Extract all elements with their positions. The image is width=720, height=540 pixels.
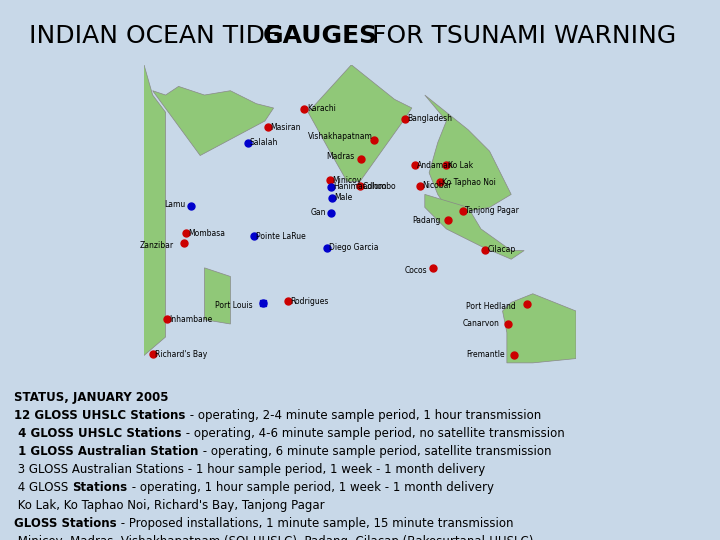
Text: Canarvon: Canarvon <box>462 319 499 328</box>
Text: 4 GLOSS UHSLC Stations: 4 GLOSS UHSLC Stations <box>14 427 182 440</box>
Text: Lamu: Lamu <box>164 200 186 210</box>
Text: - operating, 1 hour sample period, 1 week - 1 month delivery: - operating, 1 hour sample period, 1 wee… <box>127 481 493 494</box>
Text: Masiran: Masiran <box>271 123 301 132</box>
Text: GLOSS Stations: GLOSS Stations <box>14 517 117 530</box>
Text: Port Hedland: Port Hedland <box>467 302 516 311</box>
Text: FOR TSUNAMI WARNING: FOR TSUNAMI WARNING <box>364 24 676 48</box>
Text: Salalah: Salalah <box>250 138 278 147</box>
Polygon shape <box>308 65 412 181</box>
Text: Inhambane: Inhambane <box>169 315 212 324</box>
Text: Minicoy: Minicoy <box>332 176 361 185</box>
Text: 12 GLOSS UHSLC Stations: 12 GLOSS UHSLC Stations <box>14 409 186 422</box>
Polygon shape <box>153 86 274 156</box>
Text: Zanzibar: Zanzibar <box>140 241 174 250</box>
Polygon shape <box>425 95 511 212</box>
Text: Port Louis: Port Louis <box>215 301 253 310</box>
Text: Gan: Gan <box>311 208 326 218</box>
Text: - operating, 2-4 minute sample period, 1 hour transmission: - operating, 2-4 minute sample period, 1… <box>186 409 541 422</box>
Text: Mombasa: Mombasa <box>188 229 225 238</box>
Polygon shape <box>49 65 166 367</box>
Text: GAUGES: GAUGES <box>263 24 378 48</box>
Text: Andaman: Andaman <box>417 161 454 170</box>
Polygon shape <box>204 268 230 324</box>
Text: Richard's Bay: Richard's Bay <box>155 350 207 359</box>
Text: Male: Male <box>334 193 352 202</box>
Text: Rodrigues: Rodrigues <box>290 296 329 306</box>
Text: Nicobar: Nicobar <box>422 181 452 190</box>
Text: Diego Garcia: Diego Garcia <box>329 243 379 252</box>
Text: Hanimaadhoo: Hanimaadhoo <box>333 182 387 191</box>
Text: Ko Taphao Noi: Ko Taphao Noi <box>442 178 496 187</box>
Text: Bangladesh: Bangladesh <box>408 114 453 123</box>
Text: Karachi: Karachi <box>307 104 336 113</box>
Text: Minicoy, Madras, Vishakhapatnam (SOI-UHSLC), Padang, Cilacap (Bakosurtanal-UHSLC: Minicoy, Madras, Vishakhapatnam (SOI-UHS… <box>14 535 534 540</box>
Text: 3 GLOSS Australian Stations - 1 hour sample period, 1 week - 1 month delivery: 3 GLOSS Australian Stations - 1 hour sam… <box>14 463 486 476</box>
Text: Ko Lak, Ko Taphao Noi, Richard's Bay, Tanjong Pagar: Ko Lak, Ko Taphao Noi, Richard's Bay, Ta… <box>14 500 325 512</box>
Polygon shape <box>425 194 524 259</box>
Text: Ko Lak: Ko Lak <box>448 160 473 170</box>
Text: - operating, 4-6 minute sample period, no satellite transmission: - operating, 4-6 minute sample period, n… <box>182 427 564 440</box>
Text: 4 GLOSS: 4 GLOSS <box>14 481 73 494</box>
Text: 1 GLOSS Australian Station: 1 GLOSS Australian Station <box>14 446 199 458</box>
Text: - operating, 6 minute sample period, satellite transmission: - operating, 6 minute sample period, sat… <box>199 446 552 458</box>
Text: INDIAN OCEAN TIDE: INDIAN OCEAN TIDE <box>29 24 289 48</box>
Text: Padang: Padang <box>412 216 441 225</box>
Text: STATUS, JANUARY 2005: STATUS, JANUARY 2005 <box>14 391 169 404</box>
Text: Tanjong Pagar: Tanjong Pagar <box>465 206 519 215</box>
Text: Cocos: Cocos <box>405 266 427 275</box>
Text: Pointe LaRue: Pointe LaRue <box>256 232 306 241</box>
Text: Cilacap: Cilacap <box>487 245 516 254</box>
Text: Colombo: Colombo <box>362 181 396 191</box>
Text: - Proposed installations, 1 minute sample, 15 minute transmission: - Proposed installations, 1 minute sampl… <box>117 517 513 530</box>
Text: Stations: Stations <box>73 481 127 494</box>
Polygon shape <box>503 294 576 363</box>
Text: Fremantle: Fremantle <box>466 350 505 359</box>
Text: Madras: Madras <box>327 152 355 161</box>
Text: Vishakhapatnam: Vishakhapatnam <box>308 132 373 141</box>
